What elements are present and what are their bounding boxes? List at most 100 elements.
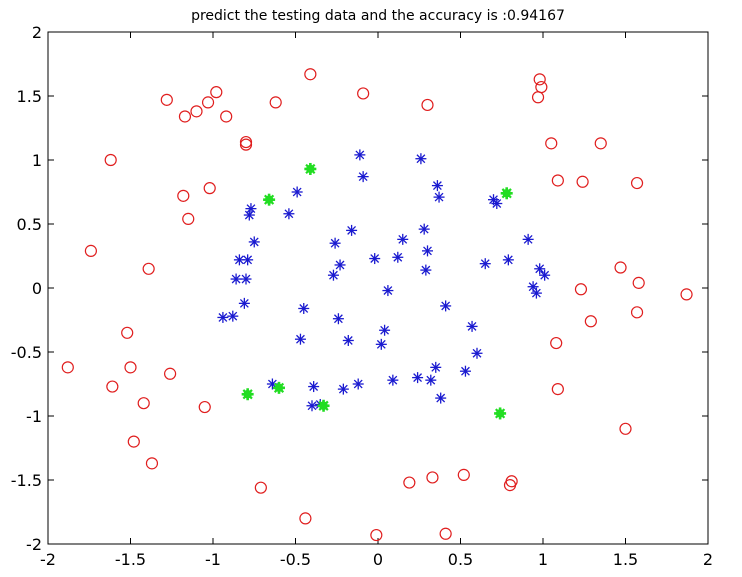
star-point	[471, 347, 483, 359]
highlighted-point	[263, 193, 276, 206]
star-point	[283, 208, 295, 220]
chart-title: predict the testing data and the accurac…	[191, 8, 565, 24]
circle-point	[535, 80, 548, 94]
star-point	[334, 259, 346, 271]
star-point	[298, 302, 310, 314]
star-point	[245, 203, 257, 215]
star-point	[306, 400, 318, 412]
star-point	[539, 269, 551, 281]
star-point	[240, 273, 252, 285]
circle-point	[239, 138, 253, 151]
highlighted-point	[304, 162, 317, 175]
star-point	[248, 236, 260, 248]
circle-point	[201, 96, 215, 109]
star-point	[352, 378, 364, 390]
x-tick-label: -2	[40, 550, 56, 569]
y-tick-label: -2	[26, 535, 42, 554]
highlighted-point	[317, 399, 330, 412]
star-point	[412, 372, 424, 384]
star-point	[238, 297, 250, 309]
star-point	[327, 269, 339, 281]
star-point	[230, 273, 242, 285]
circle-point	[121, 326, 134, 339]
highlighted-point	[494, 407, 507, 420]
star-point	[243, 209, 255, 221]
circle-point	[84, 244, 98, 257]
star-point	[354, 149, 366, 161]
star-point	[433, 191, 445, 203]
x-tick-label: 2	[703, 550, 713, 569]
circle-point	[145, 457, 159, 470]
star-point	[425, 374, 437, 386]
circle-point	[584, 315, 597, 328]
star-point	[435, 392, 447, 404]
x-tick-label: 1	[538, 550, 548, 569]
circle-point	[106, 380, 119, 393]
y-tick-label: 1.5	[17, 87, 42, 106]
circle-point	[426, 471, 439, 484]
star-point	[466, 320, 478, 332]
x-tick-label: -1.5	[115, 550, 146, 569]
circle-point	[439, 527, 452, 540]
y-tick-label: 1	[32, 151, 42, 170]
circle-point	[457, 468, 470, 481]
circle-point	[304, 68, 317, 81]
circle-point	[533, 73, 546, 86]
star-point	[431, 180, 443, 192]
circle-point	[137, 397, 150, 410]
circle-point	[269, 96, 282, 109]
star-point	[342, 334, 354, 346]
circle-point	[505, 475, 518, 488]
circle-point	[190, 105, 203, 118]
x-tick-label: 0	[373, 550, 383, 569]
circle-point	[545, 137, 558, 150]
star-point	[233, 254, 245, 266]
star-point	[308, 381, 320, 393]
star-point	[430, 361, 442, 373]
star-point	[357, 171, 369, 183]
star-point	[369, 253, 381, 265]
star-point	[332, 313, 344, 325]
data-points	[61, 68, 693, 542]
circle-point	[421, 98, 434, 112]
y-tick-label: 2	[32, 23, 42, 42]
circle-point	[203, 182, 216, 195]
circle-point	[164, 367, 177, 380]
circle-point	[254, 481, 267, 494]
y-tick-label: 0.5	[17, 215, 42, 234]
star-point	[337, 383, 349, 395]
highlighted-point	[500, 187, 513, 200]
star-point	[422, 245, 433, 257]
circle-point	[370, 528, 383, 542]
y-tick-label: -1	[26, 407, 42, 426]
circle-point	[550, 336, 563, 350]
circle-point	[127, 435, 140, 448]
star-point	[217, 311, 229, 323]
circle-point	[619, 422, 632, 435]
highlighted-point	[241, 388, 254, 401]
x-tick-label: 0.5	[448, 550, 473, 569]
star-point	[294, 333, 306, 345]
circle-point	[614, 261, 627, 274]
star-point	[379, 324, 391, 336]
circle-point	[220, 110, 233, 123]
star-point	[415, 153, 427, 165]
circle-point	[177, 189, 190, 202]
star-point	[375, 338, 387, 350]
highlighted-point	[273, 381, 285, 394]
star-point	[329, 237, 341, 249]
x-tick-label: -0.5	[280, 550, 311, 569]
star-point	[479, 258, 491, 270]
circle-point	[632, 276, 645, 289]
circle-point	[198, 400, 211, 414]
star-point	[382, 285, 394, 297]
circle-point	[574, 283, 588, 296]
circle-point	[630, 306, 644, 319]
circle-point	[299, 512, 312, 525]
circle-point	[357, 87, 370, 100]
y-tick-label: 0	[32, 279, 42, 298]
circle-point	[551, 174, 564, 187]
circle-point	[124, 361, 137, 374]
star-point	[440, 300, 452, 312]
